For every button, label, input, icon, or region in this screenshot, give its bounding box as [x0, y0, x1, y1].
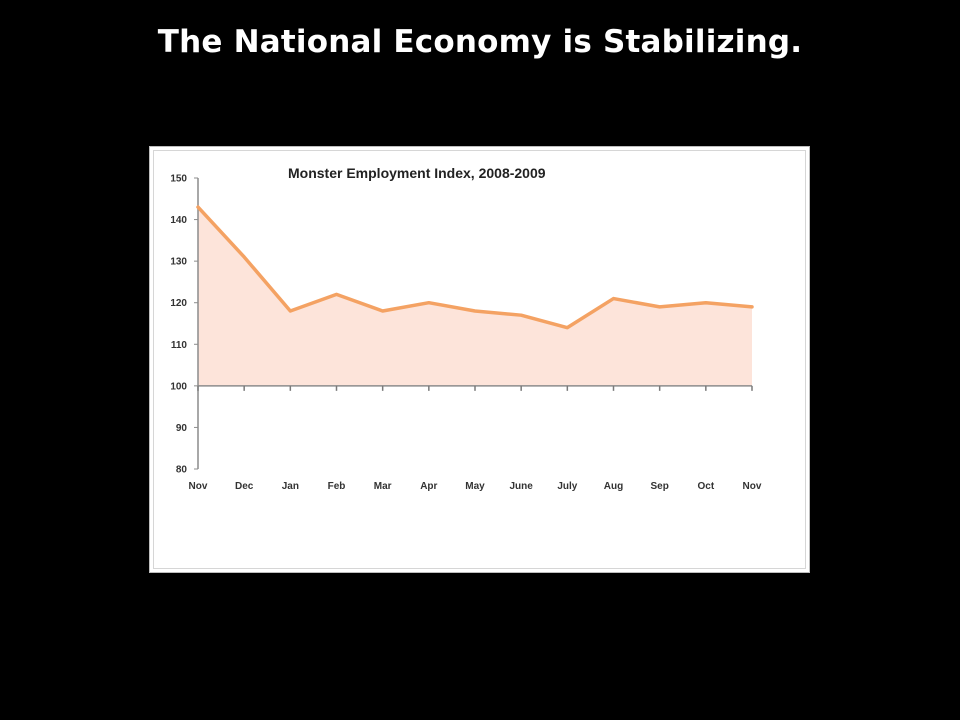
y-tick-label: 120 [170, 298, 187, 309]
data-point [335, 293, 337, 295]
data-point [197, 206, 199, 208]
data-point [658, 306, 660, 308]
data-point [566, 326, 568, 328]
x-tick-label: Feb [328, 481, 346, 492]
x-tick-label: Sep [650, 481, 668, 492]
x-tick-label: Nov [743, 481, 762, 492]
data-point [289, 310, 291, 312]
data-point [428, 302, 430, 304]
x-tick-label: May [465, 481, 485, 492]
data-point [381, 310, 383, 312]
series-area-fill [198, 207, 752, 386]
x-tick-label: Nov [189, 481, 208, 492]
x-tick-label: Jan [282, 481, 299, 492]
x-tick-label: Mar [374, 481, 392, 492]
x-tick-label: July [557, 481, 577, 492]
y-tick-label: 130 [170, 257, 187, 268]
data-point [612, 297, 614, 299]
y-tick-label: 100 [170, 381, 187, 392]
y-tick-label: 140 [170, 215, 187, 226]
data-point [243, 256, 245, 258]
employment-index-chart: 80 90 100 110 120 130 140 150 Nov Dec Jan Feb Mar Apr… [150, 147, 811, 574]
data-point [474, 310, 476, 312]
y-tick-label: 110 [171, 340, 188, 351]
x-tick-label: Apr [420, 481, 437, 492]
x-tick-label: Dec [235, 481, 254, 492]
chart-title: Monster Employment Index, 2008-2009 [288, 165, 546, 181]
data-point [705, 302, 707, 304]
x-tick-label: Oct [697, 481, 714, 492]
y-tick-label: 90 [176, 423, 188, 434]
x-tick-label: June [509, 481, 533, 492]
slide-title: The National Economy is Stabilizing. [0, 24, 960, 60]
y-tick-label: 150 [170, 174, 187, 185]
data-point [751, 306, 753, 308]
chart-frame: 80 90 100 110 120 130 140 150 Nov Dec Jan Feb Mar Apr… [149, 146, 810, 573]
y-tick-label: 80 [176, 465, 188, 476]
data-point [520, 314, 522, 316]
x-tick-label: Aug [604, 481, 623, 492]
